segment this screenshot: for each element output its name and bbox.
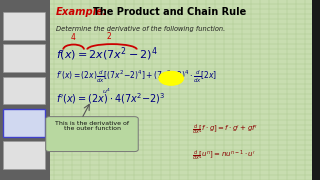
Text: Example:: Example:	[56, 7, 108, 17]
Text: Determine the derivative of the following function.: Determine the derivative of the followin…	[56, 26, 225, 32]
Text: $\frac{d}{dx}[f\cdot g]=f\cdot g'+gf'$: $\frac{d}{dx}[f\cdot g]=f\cdot g'+gf'$	[192, 122, 258, 137]
FancyBboxPatch shape	[3, 76, 45, 104]
FancyBboxPatch shape	[3, 109, 45, 137]
FancyBboxPatch shape	[3, 44, 45, 72]
Text: $f(x) = 2x(7x^2-2)^4$: $f(x) = 2x(7x^2-2)^4$	[56, 45, 158, 63]
Text: The Product and Chain Rule: The Product and Chain Rule	[93, 7, 246, 17]
Text: $\frac{d}{dx}[u^n]=nu^{n-1}\cdot u'$: $\frac{d}{dx}[u^n]=nu^{n-1}\cdot u'$	[192, 148, 256, 163]
Text: $u^4$: $u^4$	[102, 86, 111, 96]
FancyBboxPatch shape	[0, 0, 50, 180]
FancyBboxPatch shape	[3, 109, 45, 137]
Text: $2$: $2$	[106, 30, 112, 41]
Text: $f'(x)=(2x)\cdot 4(7x^2{-}2)^3$: $f'(x)=(2x)\cdot 4(7x^2{-}2)^3$	[56, 91, 165, 106]
Text: This is the derivative of
the outer function: This is the derivative of the outer func…	[55, 121, 129, 131]
Circle shape	[159, 71, 183, 85]
FancyBboxPatch shape	[46, 117, 138, 152]
Text: $4$: $4$	[70, 31, 76, 42]
FancyBboxPatch shape	[3, 12, 45, 40]
FancyBboxPatch shape	[312, 0, 320, 180]
Text: $f'(x)=(2x)\frac{d}{dx}[(7x^2{-}2)^4]+(7x^2{-}2)^4\cdot\frac{d}{dx}[2x]$: $f'(x)=(2x)\frac{d}{dx}[(7x^2{-}2)^4]+(7…	[56, 68, 217, 85]
FancyBboxPatch shape	[3, 141, 45, 169]
